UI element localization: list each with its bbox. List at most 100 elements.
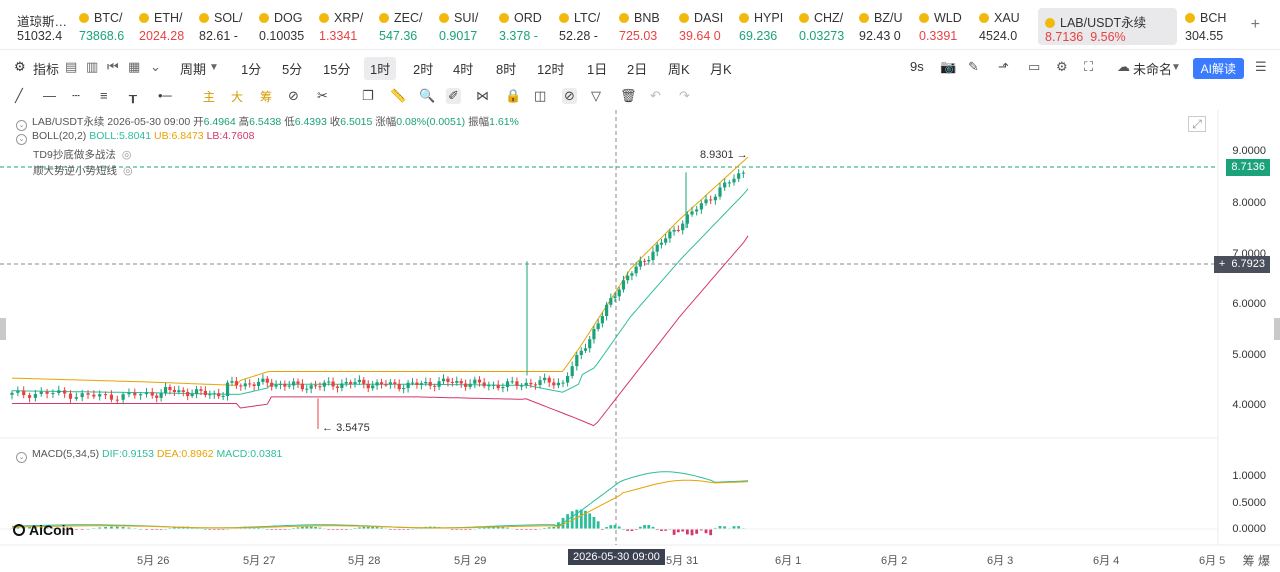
pen-icon[interactable]: ✎: [968, 59, 979, 74]
ticker-bch[interactable]: BCH 304.55: [1185, 0, 1235, 50]
ticker-active-lab[interactable]: LAB/USDT永续 8.7136 9.56%: [1038, 8, 1177, 45]
eye-off-icon[interactable]: ◎: [121, 149, 132, 161]
ticker-item[interactable]: ETH/2024.28: [139, 0, 197, 50]
candle-body: [155, 395, 159, 398]
interval-button[interactable]: 1时: [364, 57, 397, 80]
hide-icon[interactable]: ◫: [534, 88, 547, 103]
lock-icon[interactable]: 🔒: [505, 88, 522, 103]
ticker-item[interactable]: XRP/1.3341: [319, 0, 377, 50]
collapse-icon[interactable]: ⌄: [16, 134, 27, 145]
indicator-icon[interactable]: ⚙: [14, 59, 26, 74]
maximize-icon[interactable]: ⤢: [1188, 116, 1206, 132]
interval-button[interactable]: 2日: [627, 62, 648, 77]
redo-icon[interactable]: ↷: [679, 88, 690, 103]
layout-icon[interactable]: ▤: [65, 59, 78, 74]
left-collapse-handle[interactable]: [0, 318, 6, 340]
camera-icon[interactable]: 📷: [940, 59, 957, 74]
menu-icon[interactable]: ☰: [1255, 59, 1267, 74]
chip-button[interactable]: 筹: [260, 90, 273, 104]
ticker-item[interactable]: BNB 725.03: [619, 0, 677, 50]
ticker-item[interactable]: DOG 0.10035: [259, 0, 317, 50]
macd-bar: [547, 527, 551, 529]
zoom-icon[interactable]: 🔍: [419, 88, 436, 103]
candle-body: [194, 389, 199, 395]
interval-button[interactable]: 2时: [413, 62, 434, 77]
link-icon[interactable]: ⊘: [562, 88, 577, 104]
measure-icon[interactable]: ⊘: [288, 88, 299, 103]
macd-bar: [732, 526, 736, 529]
interval-button[interactable]: 15分: [323, 62, 351, 77]
magnet-icon[interactable]: ⋈: [476, 88, 489, 103]
interval-button[interactable]: 8时: [496, 62, 517, 77]
chevron-down-icon[interactable]: ▼: [1171, 62, 1181, 73]
right-collapse-handle[interactable]: [1274, 318, 1280, 340]
brush-icon[interactable]: ✐: [446, 88, 461, 104]
candle-body: [600, 316, 604, 324]
template-select[interactable]: 未命名: [1133, 62, 1173, 77]
ticker-item[interactable]: BTC/73868.6: [79, 0, 137, 50]
hline-tool-icon[interactable]: —: [43, 88, 56, 103]
trash-icon[interactable]: 🗑: [620, 88, 637, 103]
macd-bar: [634, 529, 638, 530]
undo-icon[interactable]: ↶: [650, 88, 661, 103]
ticker-item[interactable]: WLD 0.3391: [919, 0, 977, 50]
interval-button[interactable]: 1分: [241, 62, 262, 77]
interval-button[interactable]: 5分: [282, 62, 303, 77]
interval-button[interactable]: 1日: [587, 62, 608, 77]
split-icon[interactable]: ▥: [86, 59, 99, 74]
ticker-item[interactable]: XAU 4524.0: [979, 0, 1037, 50]
corner-icons[interactable]: 筹 爆: [1242, 554, 1270, 568]
macd-bar: [115, 526, 119, 529]
ticker-item[interactable]: CHZ/0.03273: [799, 0, 857, 50]
cloud-icon[interactable]: ☁: [1117, 59, 1130, 74]
period-button[interactable]: 周期: [180, 62, 207, 77]
chevron-down-icon[interactable]: ▼: [209, 62, 219, 73]
ticker-item[interactable]: ORD 3.378 -: [499, 0, 557, 50]
interval-button[interactable]: 月K: [710, 62, 732, 77]
copy-icon[interactable]: ❐: [362, 88, 374, 103]
ticker-price: 3.378 -: [499, 29, 538, 43]
dot-tool-icon[interactable]: •─: [158, 88, 172, 103]
ticker-item[interactable]: ZEC/547.36: [379, 0, 437, 50]
ticker-name: DASI: [679, 11, 723, 25]
add-tab-button[interactable]: +: [1250, 16, 1260, 33]
ticker-item[interactable]: DASI 39.64 0: [679, 0, 737, 50]
ruler-icon[interactable]: 📏: [390, 88, 407, 103]
ticker-item[interactable]: SOL/82.61 -: [199, 0, 257, 50]
ai-analysis-button[interactable]: AI解读: [1192, 58, 1244, 79]
line-tool-icon[interactable]: ╱: [15, 88, 23, 103]
macd-bar: [695, 529, 699, 534]
collapse-icon[interactable]: ⌄: [16, 120, 27, 131]
ticker-dow[interactable]: 道琼斯… 51032.4: [0, 0, 70, 50]
candle-body: [16, 390, 20, 393]
candle-body: [63, 390, 67, 394]
candle-body: [278, 383, 283, 385]
fib-tool-icon[interactable]: ┰: [129, 88, 137, 103]
rewind-icon[interactable]: ⏮: [107, 59, 119, 74]
refresh-interval[interactable]: 9s: [910, 59, 924, 74]
ticker-item[interactable]: BZ/U 92.43 0: [859, 0, 917, 50]
fullscreen-icon[interactable]: ⛶: [1084, 59, 1094, 74]
ticker-item[interactable]: SUI/0.9017: [439, 0, 497, 50]
big-order-button[interactable]: 大: [231, 90, 244, 104]
channel-tool-icon[interactable]: ≡: [100, 88, 108, 103]
ohlc-legend: ⌄ LAB/USDT永续 2026-05-30 09:00 开6.4964 高6.…: [16, 114, 519, 131]
ticker-item[interactable]: HYPI 69.236: [739, 0, 797, 50]
chevron-down-icon[interactable]: ⌄: [150, 59, 161, 74]
filter-icon[interactable]: ▽: [591, 88, 601, 103]
collapse-icon[interactable]: ⌄: [16, 452, 27, 463]
window-icon[interactable]: ▭: [1028, 59, 1041, 74]
eye-off-icon[interactable]: ◎: [123, 165, 133, 177]
ticker-item[interactable]: LTC/52.28 -: [559, 0, 617, 50]
expand-icon[interactable]: ⬏: [998, 59, 1009, 74]
grid-icon[interactable]: ▦: [128, 59, 141, 74]
indicator-button[interactable]: 指标: [33, 62, 60, 77]
main-chart-button[interactable]: 主: [203, 90, 216, 104]
interval-button[interactable]: 4时: [453, 62, 474, 77]
hray-tool-icon[interactable]: ┄: [72, 88, 80, 103]
settings-icon[interactable]: ⚙: [1056, 59, 1068, 74]
interval-button[interactable]: 12时: [537, 62, 565, 77]
scissors-icon[interactable]: ✂: [317, 88, 328, 103]
candle-body: [482, 382, 486, 387]
interval-button[interactable]: 周K: [668, 62, 690, 77]
